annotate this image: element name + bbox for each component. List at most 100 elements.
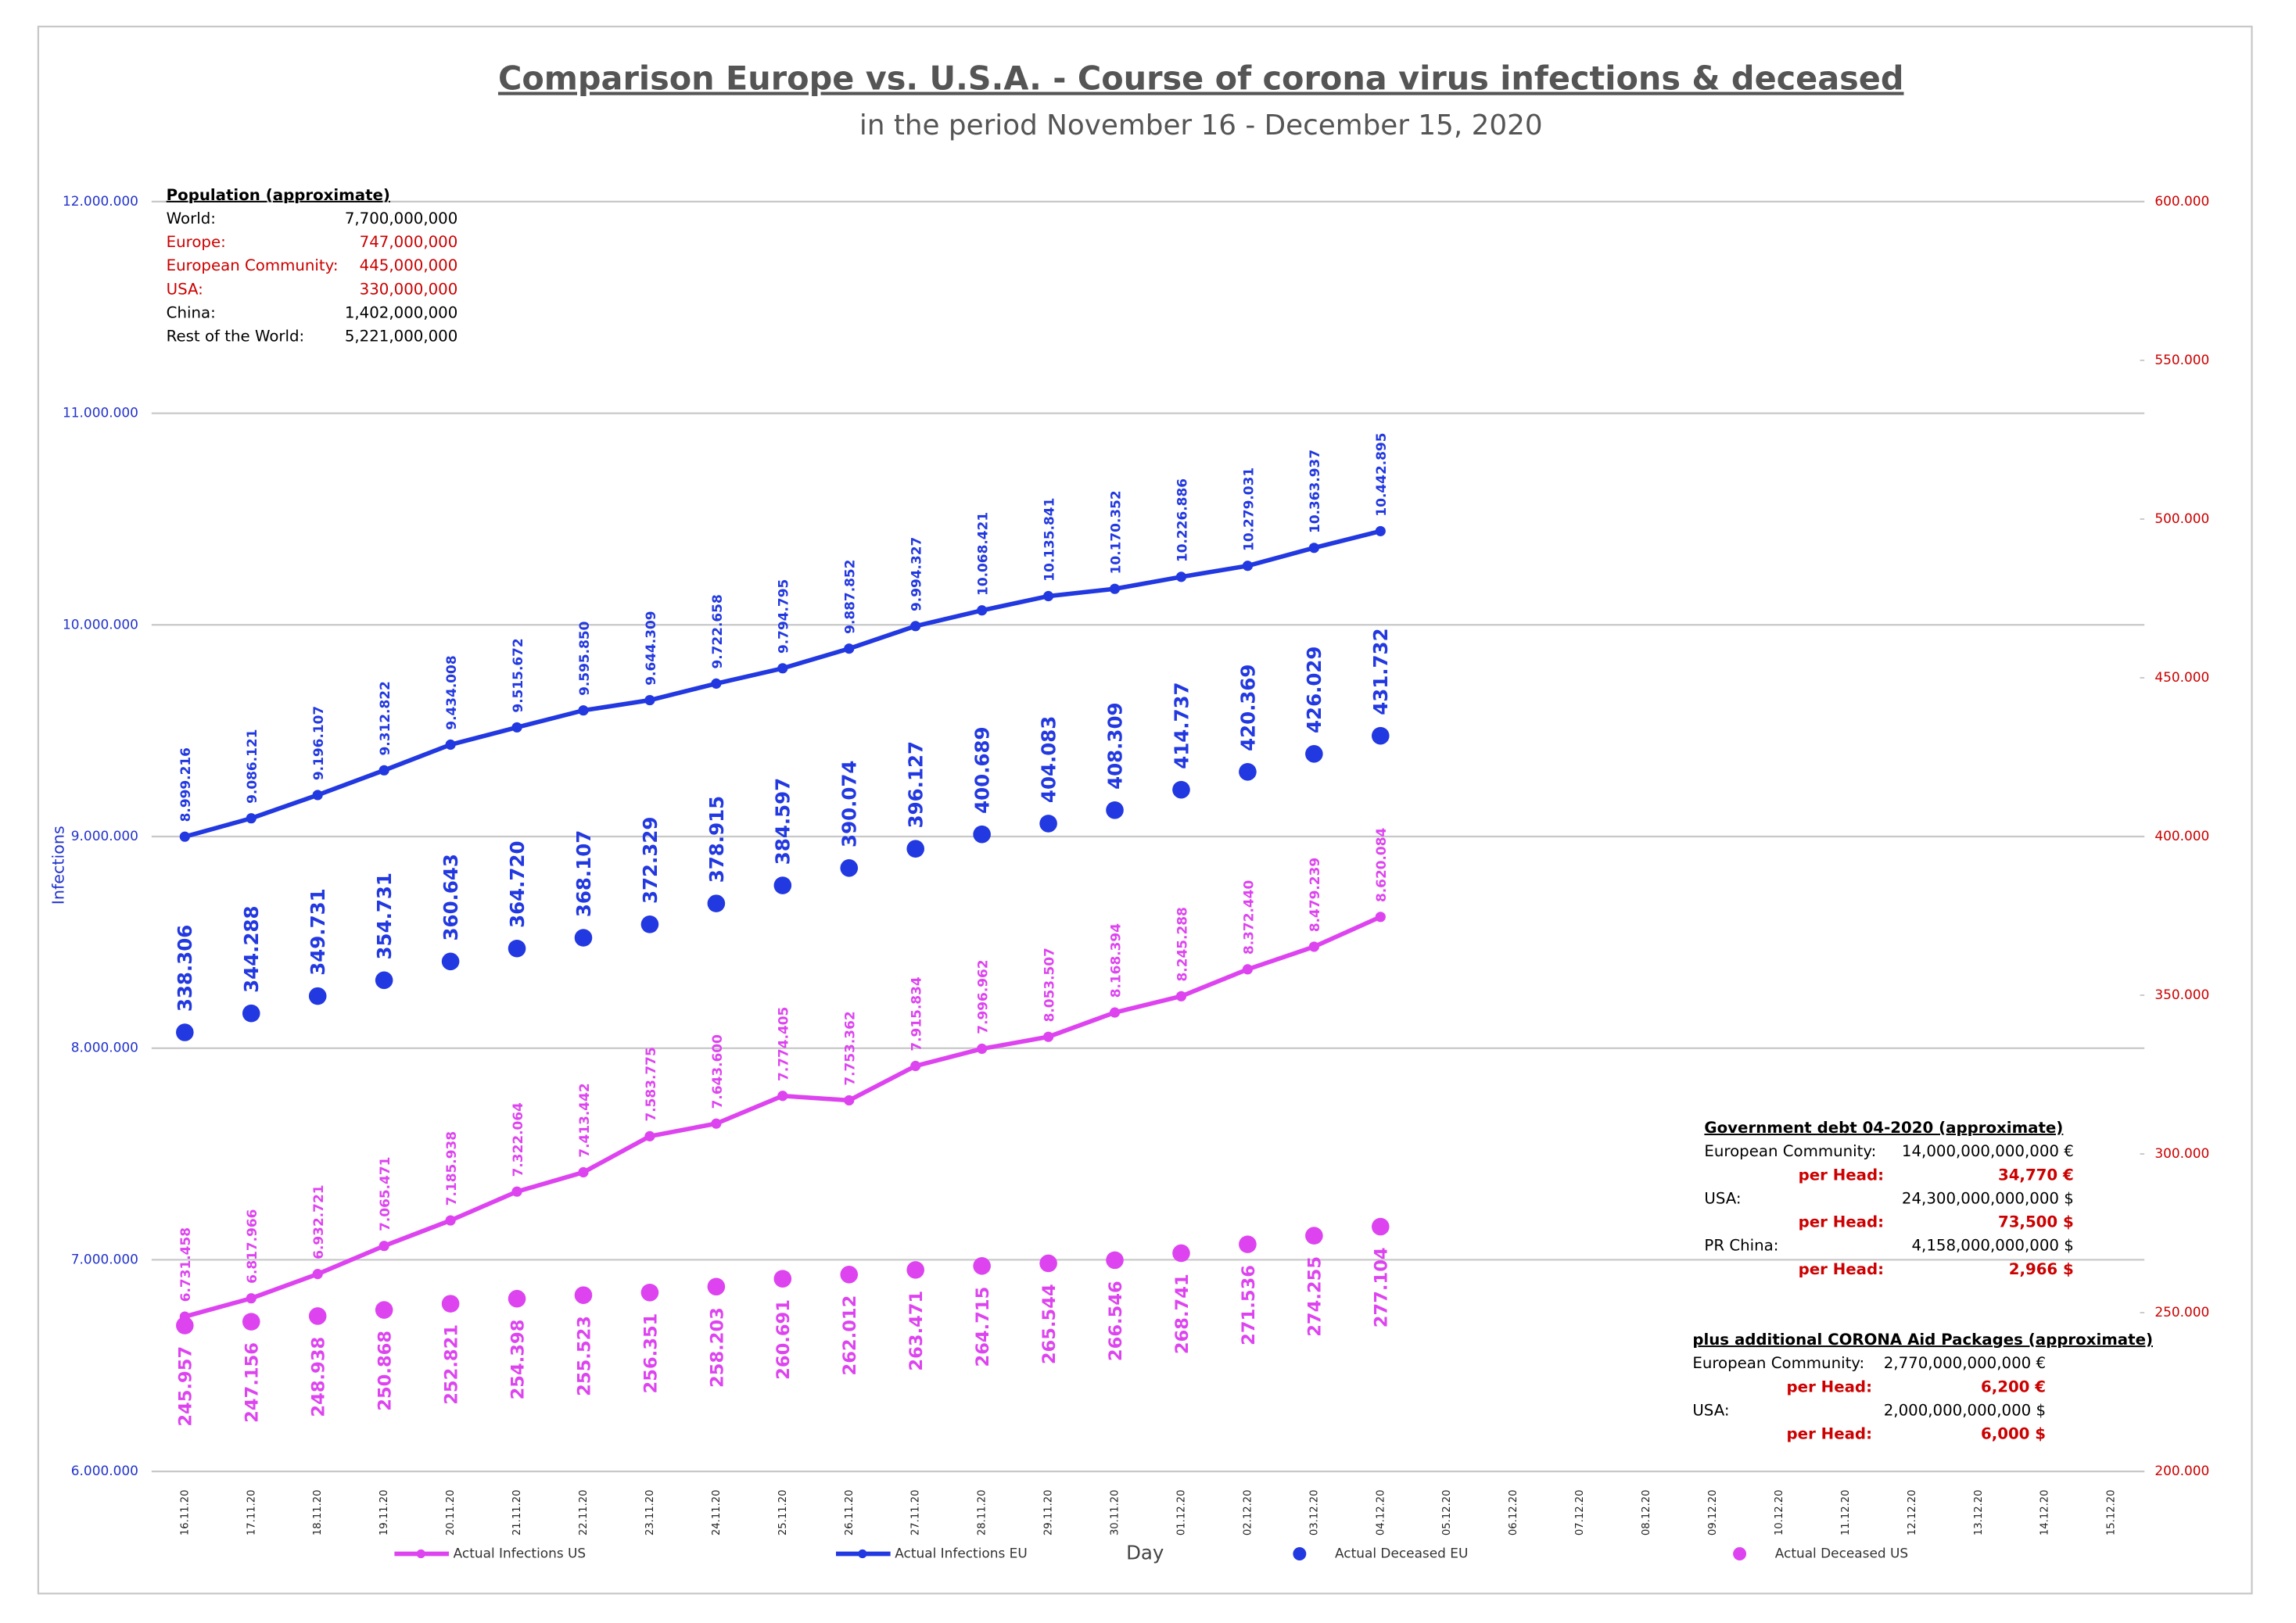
annotation-value: 7,700,000,000 (345, 210, 457, 228)
line-marker (1308, 941, 1319, 952)
line-marker (1042, 1031, 1054, 1042)
line-marker (378, 1241, 389, 1252)
y2-tick-label: 300.000 (2154, 1145, 2209, 1161)
scatter-point (1239, 1235, 1257, 1253)
y2-tick-label: 250.000 (2154, 1304, 2209, 1320)
y-tick-label: 11.000.000 (63, 405, 138, 421)
x-tick-label: 22.11.20 (578, 1490, 590, 1536)
data-label: 10.442.895 (1373, 433, 1389, 517)
data-label: 368.107 (572, 830, 595, 917)
annotation-label: per Head: (1787, 1425, 1872, 1443)
data-label: 260.691 (773, 1299, 794, 1380)
scatter-point (973, 825, 991, 844)
data-label: 9.887.852 (842, 560, 858, 634)
data-label: 250.868 (375, 1331, 396, 1411)
scatter-point (508, 939, 526, 958)
scatter-point (508, 1289, 526, 1308)
line-marker (246, 1293, 257, 1304)
data-label: 10.279.031 (1240, 468, 1256, 551)
chart-subtitle: in the period November 16 - December 15,… (859, 109, 1543, 142)
x-tick-label: 09.12.20 (1707, 1490, 1719, 1536)
data-label: 354.731 (373, 872, 396, 959)
legend-label: Actual Deceased EU (1335, 1545, 1468, 1560)
annotation-value: 4,158,000,000,000 $ (1911, 1237, 2073, 1255)
data-label: 277.104 (1372, 1247, 1392, 1327)
data-label: 7.413.442 (576, 1083, 592, 1157)
data-label: 396.127 (905, 741, 927, 828)
x-tick-label: 15.12.20 (2106, 1490, 2118, 1536)
data-label: 364.720 (506, 841, 529, 928)
x-tick-label: 04.12.20 (1375, 1490, 1387, 1536)
line-marker (711, 678, 722, 689)
y2-tick-label: 550.000 (2154, 352, 2209, 367)
x-tick-label: 17.11.20 (246, 1490, 257, 1536)
legend-label: Actual Infections US (454, 1545, 587, 1560)
annotation-label: World: (167, 210, 216, 228)
data-label: 6.731.458 (178, 1227, 193, 1302)
scatter-point (1305, 1227, 1323, 1245)
x-tick-label: 28.11.20 (977, 1490, 988, 1536)
x-tick-label: 24.11.20 (711, 1490, 723, 1536)
data-label: 431.732 (1369, 628, 1392, 715)
line-marker (910, 621, 921, 632)
annotation-value: 445,000,000 (360, 256, 458, 274)
y-tick-label: 6.000.000 (71, 1463, 138, 1478)
data-label: 8.999.216 (178, 747, 193, 822)
y-tick-label: 7.000.000 (71, 1251, 138, 1267)
scatter-point (707, 894, 726, 912)
annotation-label: per Head: (1799, 1213, 1884, 1231)
scatter-point (441, 1295, 460, 1313)
scatter-point (375, 971, 393, 990)
line-marker (312, 790, 323, 801)
line-marker (1109, 583, 1121, 594)
x-tick-label: 14.12.20 (2039, 1490, 2051, 1536)
y-tick-label: 8.000.000 (71, 1040, 138, 1055)
chart-border (37, 25, 2253, 1595)
y2-tick-label: 450.000 (2154, 669, 2209, 685)
data-label: 247.156 (242, 1342, 263, 1423)
data-label: 360.643 (439, 854, 462, 940)
data-label: 9.434.008 (443, 655, 459, 729)
y-tick-label: 9.000.000 (71, 828, 138, 844)
line-marker (977, 605, 988, 616)
x-tick-label: 03.12.20 (1308, 1490, 1320, 1536)
data-label: 7.753.362 (842, 1011, 858, 1085)
data-label: 7.583.775 (643, 1047, 658, 1121)
data-label: 7.065.471 (377, 1157, 393, 1231)
line-marker (1375, 912, 1386, 923)
y2-tick-label: 350.000 (2154, 987, 2209, 1002)
scatter-point (906, 840, 924, 858)
line-marker (777, 1091, 788, 1102)
data-label: 8.168.394 (1107, 923, 1123, 998)
annotation-value: 2,966 $ (2009, 1260, 2074, 1278)
data-label: 258.203 (707, 1307, 727, 1388)
data-label: 10.363.937 (1307, 450, 1322, 533)
scatter-point (1039, 1254, 1057, 1273)
data-label: 6.932.721 (310, 1185, 326, 1259)
scatter-point (1039, 815, 1057, 833)
data-label: 263.471 (906, 1291, 927, 1371)
data-label: 378.915 (705, 796, 728, 883)
data-label: 344.288 (240, 905, 263, 992)
series-line (184, 915, 1382, 1319)
data-label: 7.643.600 (709, 1034, 725, 1109)
line-marker (1109, 1007, 1121, 1018)
data-label: 268.741 (1172, 1274, 1193, 1354)
x-tick-label: 19.11.20 (378, 1490, 390, 1536)
data-label: 10.170.352 (1107, 490, 1123, 574)
data-label: 7.774.405 (776, 1007, 791, 1081)
data-label: 245.957 (176, 1346, 196, 1427)
annotation-label: European Community: (167, 256, 339, 274)
line-marker (711, 1118, 722, 1129)
y2-tick-label: 500.000 (2154, 511, 2209, 526)
legend-label: Actual Deceased US (1775, 1545, 1908, 1560)
line-marker (179, 831, 190, 842)
x-tick-label: 10.12.20 (1774, 1490, 1785, 1536)
chart-title: Comparison Europe vs. U.S.A. - Course of… (498, 60, 1904, 98)
data-label: 6.817.966 (244, 1209, 260, 1284)
annotation-label: per Head: (1799, 1260, 1884, 1278)
scatter-point (1106, 1251, 1124, 1270)
x-tick-label: 25.11.20 (777, 1490, 789, 1536)
scatter-point (640, 1283, 659, 1302)
